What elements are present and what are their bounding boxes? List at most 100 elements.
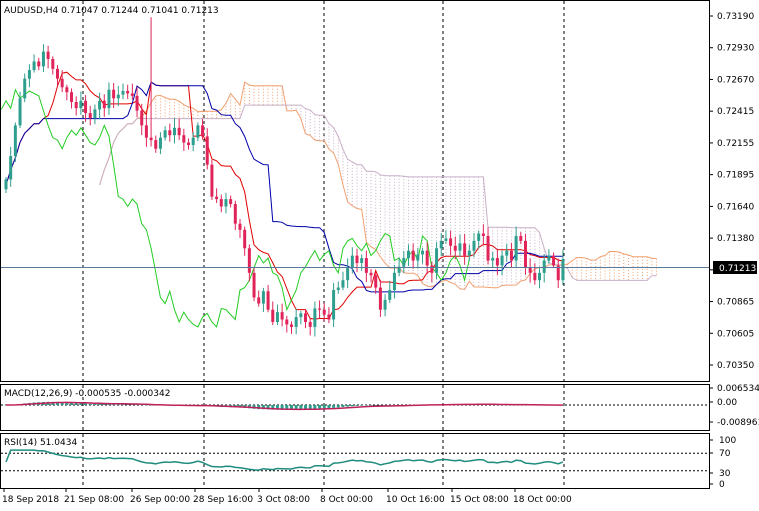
candle-body — [210, 164, 214, 197]
rsi-tick-label: 0 — [719, 480, 725, 490]
rsi-label: RSI(14) 51.0434 — [4, 438, 77, 448]
macd-panel-frame — [0, 384, 710, 431]
macd-bar — [322, 405, 326, 409]
candle-body — [547, 255, 551, 261]
macd-bar — [116, 404, 120, 406]
main-panel-frame — [0, 0, 710, 382]
candle-body — [280, 312, 284, 320]
symbol-label: AUDUSD,H4 0.71047 0.71244 0.71041 0.7121… — [4, 6, 219, 16]
candle-body — [247, 248, 251, 273]
time-tick-label: 21 Sep 08:00 — [64, 495, 124, 505]
macd-bar — [74, 402, 78, 406]
rsi-indicator — [1, 449, 709, 472]
candle-body — [355, 255, 359, 264]
candle-body — [463, 243, 467, 256]
rsi-tick-label: 70 — [719, 449, 731, 459]
time-axis: 18 Sep 2018 21 Sep 08:00 26 Sep 00:00 28 Se… — [2, 488, 572, 505]
price-tick-label: 0.70605 — [717, 329, 754, 339]
candle-body — [332, 290, 336, 320]
macd-bar — [149, 405, 153, 406]
senkou-span-b — [99, 104, 657, 281]
macd-bar — [112, 404, 116, 406]
candle-body — [388, 290, 392, 300]
time-tick-label: 15 Oct 08:00 — [450, 495, 509, 505]
candle-body — [243, 229, 247, 249]
candle-body — [500, 255, 504, 266]
macd-bar — [84, 403, 88, 406]
candle-body — [177, 127, 181, 136]
macd-bar — [299, 405, 303, 410]
rsi-tick-label: 30 — [719, 469, 731, 479]
price-tag: 0.71213 — [719, 264, 756, 274]
candle-body — [172, 127, 176, 136]
rsi-line — [5, 449, 564, 471]
candle-body — [102, 100, 106, 109]
candle-body — [144, 125, 148, 138]
candle-body — [93, 109, 97, 118]
candle-body — [116, 94, 120, 99]
candle-body — [149, 137, 153, 141]
candle-body — [88, 113, 92, 118]
price-axis: 0.73190 0.72930 0.72670 0.72415 0.72155 0.718… — [709, 12, 754, 371]
candle-body — [196, 125, 200, 138]
candle-body — [350, 255, 354, 268]
candle-body — [402, 258, 406, 267]
price-tick-label: 0.71895 — [717, 171, 754, 181]
macd-bar — [350, 405, 354, 407]
candle-body — [453, 245, 457, 251]
macd-bar — [285, 405, 289, 410]
candle-body — [51, 59, 55, 69]
tenkan-sen-line — [5, 71, 563, 320]
candle-body — [430, 265, 434, 273]
candle-body — [411, 250, 415, 261]
macd-bar — [318, 405, 322, 409]
macd-bar — [561, 405, 565, 406]
candle-body — [18, 98, 22, 126]
candle-body — [533, 272, 537, 281]
candle-body — [369, 272, 373, 276]
candle-body — [84, 100, 88, 114]
price-tick-label: 0.71380 — [717, 234, 754, 244]
macd-bar — [88, 403, 92, 406]
candle-body — [294, 317, 298, 327]
candle-body — [346, 267, 350, 281]
macd-axis: 0.006534 0.00 -0.008961 — [709, 384, 759, 428]
candle-body — [41, 51, 45, 67]
macd-bar — [121, 404, 125, 406]
candle-body — [556, 265, 560, 281]
candle-body — [215, 196, 219, 200]
candle-body — [542, 260, 546, 273]
macd-bar — [257, 405, 261, 410]
candle-body — [299, 313, 303, 318]
macd-bar — [369, 405, 373, 406]
candle-body — [444, 238, 448, 241]
candle-body — [121, 90, 125, 95]
rsi-panel-frame — [0, 433, 710, 489]
candle-body — [60, 78, 64, 88]
macd-bar — [98, 403, 102, 406]
candle-body — [327, 314, 331, 320]
time-tick-label: 18 Sep 2018 — [2, 495, 59, 505]
candle-body — [458, 243, 462, 251]
candle-body — [46, 51, 50, 60]
price-tick-label: 0.70350 — [717, 361, 754, 371]
time-grid — [82, 1, 565, 488]
candle-body — [140, 110, 144, 126]
candle-body — [252, 272, 256, 298]
macd-bar — [266, 405, 270, 410]
candle-body — [360, 258, 364, 264]
macd-bar — [360, 405, 364, 406]
price-tick-label: 0.70865 — [717, 298, 754, 308]
candle-body — [318, 308, 322, 310]
time-tick-label: 18 Oct 00:00 — [513, 495, 572, 505]
candle-body — [257, 297, 261, 304]
candle-body — [187, 142, 191, 146]
candle-body — [163, 130, 167, 138]
candle-body — [229, 199, 233, 205]
macd-bar — [289, 405, 293, 410]
price-tag-box — [713, 261, 757, 274]
candle-body — [205, 136, 209, 165]
candle-body — [27, 70, 31, 79]
candle-body — [425, 250, 429, 266]
